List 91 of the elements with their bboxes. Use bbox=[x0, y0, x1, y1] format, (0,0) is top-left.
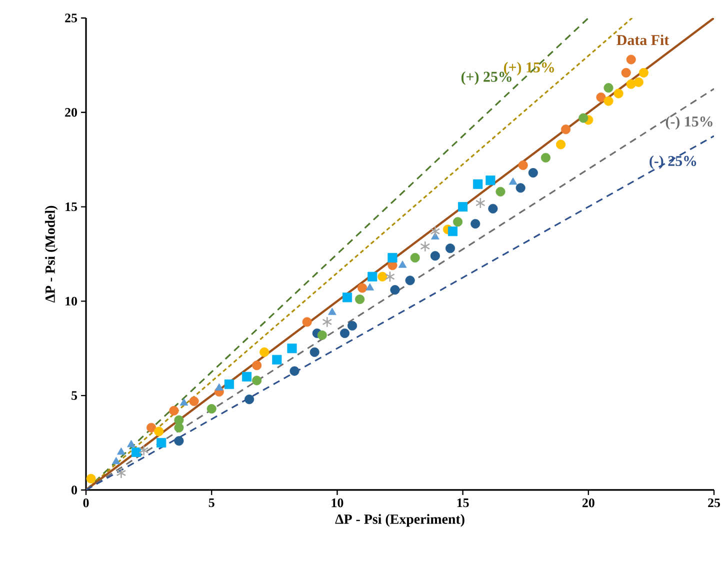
point bbox=[290, 366, 300, 376]
point bbox=[488, 204, 498, 214]
point bbox=[473, 179, 483, 189]
point bbox=[626, 79, 636, 89]
point bbox=[252, 360, 262, 370]
point bbox=[86, 474, 96, 484]
point bbox=[614, 88, 624, 98]
point bbox=[626, 54, 636, 64]
series-label: Data Fit bbox=[616, 34, 670, 46]
y-tick-label: 20 bbox=[65, 108, 78, 117]
point bbox=[328, 308, 336, 316]
x-tick-label: 25 bbox=[708, 498, 720, 508]
point bbox=[272, 354, 282, 364]
point bbox=[390, 285, 400, 295]
point bbox=[174, 422, 184, 432]
point bbox=[214, 383, 224, 391]
point bbox=[430, 251, 440, 261]
point bbox=[368, 272, 378, 282]
point bbox=[156, 438, 166, 448]
point bbox=[347, 320, 358, 331]
point bbox=[224, 379, 234, 390]
point bbox=[556, 140, 566, 150]
y-tick-label: 5 bbox=[72, 391, 78, 400]
point bbox=[596, 92, 606, 102]
point bbox=[131, 447, 142, 458]
point bbox=[180, 398, 188, 406]
y-tick-label: 10 bbox=[66, 296, 78, 306]
point bbox=[340, 328, 350, 338]
y-tick-label: 15 bbox=[66, 202, 78, 212]
point bbox=[302, 317, 312, 327]
point bbox=[117, 447, 126, 455]
point bbox=[388, 252, 398, 263]
point bbox=[621, 68, 631, 78]
point bbox=[604, 83, 614, 93]
point bbox=[169, 406, 179, 416]
x-axis-title: ΔP - Psi (Experiment) bbox=[335, 514, 464, 527]
series-label: (-) 15% bbox=[666, 116, 712, 130]
point bbox=[189, 396, 199, 406]
x-tick-label: 5 bbox=[208, 498, 214, 508]
point bbox=[206, 404, 216, 414]
point bbox=[453, 217, 463, 227]
point bbox=[445, 244, 456, 254]
point bbox=[405, 276, 415, 286]
point bbox=[154, 426, 164, 436]
point bbox=[604, 96, 614, 106]
point bbox=[260, 347, 270, 357]
point bbox=[486, 176, 496, 186]
point bbox=[310, 347, 320, 357]
point bbox=[528, 168, 538, 178]
point bbox=[410, 252, 420, 263]
point bbox=[518, 160, 528, 170]
point bbox=[540, 152, 550, 162]
point bbox=[378, 272, 388, 282]
point bbox=[146, 422, 156, 432]
point bbox=[138, 444, 149, 456]
point bbox=[174, 436, 184, 446]
point bbox=[342, 292, 352, 302]
point bbox=[398, 260, 407, 268]
y-tick-label: 25 bbox=[65, 14, 78, 22]
x-tick-label: 10 bbox=[332, 498, 344, 508]
point bbox=[430, 226, 440, 237]
point bbox=[578, 113, 588, 123]
point bbox=[242, 372, 252, 382]
point bbox=[355, 294, 365, 304]
point bbox=[252, 376, 262, 386]
point bbox=[366, 283, 374, 290]
x-tick-label: 0 bbox=[83, 498, 89, 508]
point bbox=[317, 330, 327, 340]
point bbox=[384, 271, 395, 282]
point bbox=[287, 344, 297, 354]
x-tick-label: 15 bbox=[457, 498, 469, 508]
point bbox=[508, 177, 518, 185]
point bbox=[322, 316, 332, 328]
point bbox=[561, 124, 571, 134]
point bbox=[112, 456, 120, 464]
y-axis-title: ΔP - Psi (Model) bbox=[45, 206, 58, 303]
point bbox=[116, 467, 126, 479]
point bbox=[634, 77, 644, 87]
point bbox=[458, 202, 468, 212]
point bbox=[127, 440, 136, 448]
point bbox=[244, 394, 254, 404]
point bbox=[358, 283, 368, 293]
x-tick-label: 20 bbox=[582, 498, 594, 508]
point bbox=[470, 218, 480, 229]
y-tick-label: 0 bbox=[72, 486, 78, 494]
point bbox=[516, 183, 526, 193]
point bbox=[448, 226, 458, 236]
point bbox=[420, 240, 430, 252]
point bbox=[496, 186, 506, 196]
point bbox=[475, 197, 486, 209]
point bbox=[638, 68, 648, 78]
